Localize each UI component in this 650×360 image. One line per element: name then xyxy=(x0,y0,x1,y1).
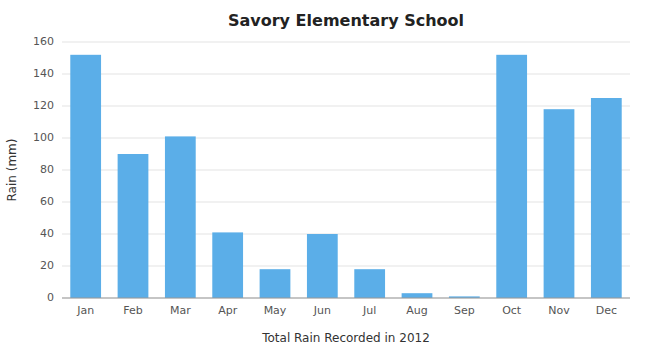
grid-line xyxy=(62,298,630,299)
chart-title: Savory Elementary School xyxy=(228,11,464,30)
x-axis-label: Total Rain Recorded in 2012 xyxy=(261,331,430,345)
y-tick-label: 0 xyxy=(47,291,54,304)
x-tick-label: Jul xyxy=(362,304,376,317)
chart-svg: 020406080100120140160JanFebMarAprMayJunJ… xyxy=(0,0,650,360)
bar xyxy=(307,234,338,298)
bar xyxy=(402,293,433,298)
bar xyxy=(544,109,575,298)
y-axis-label: Rain (mm) xyxy=(5,139,19,202)
y-tick-label: 120 xyxy=(33,99,54,112)
x-tick-label: Sep xyxy=(454,304,475,317)
bar xyxy=(496,55,527,298)
y-tick-label: 80 xyxy=(40,163,54,176)
y-tick-label: 60 xyxy=(40,195,54,208)
x-tick-label: Jun xyxy=(313,304,331,317)
y-tick-label: 100 xyxy=(33,131,54,144)
chart-container: 020406080100120140160JanFebMarAprMayJunJ… xyxy=(0,0,650,360)
bar xyxy=(118,154,149,298)
background xyxy=(0,0,650,360)
grid-line xyxy=(62,106,630,107)
y-tick-label: 20 xyxy=(40,259,54,272)
x-tick-label: Apr xyxy=(218,304,238,317)
x-axis-line xyxy=(62,298,630,299)
bar xyxy=(212,232,243,298)
x-axis: Jan Feb Mar Apr May Jun Jul Aug Sep Oct Nov Dec xyxy=(76,304,617,317)
grid xyxy=(62,42,630,298)
x-tick-label: Nov xyxy=(548,304,570,317)
x-tick-label: Dec xyxy=(596,304,617,317)
x-tick-label: Aug xyxy=(406,304,427,317)
x-tick-label: Oct xyxy=(502,304,522,317)
bar xyxy=(591,98,622,298)
x-tick-label: Mar xyxy=(170,304,191,317)
y-tick-label: 140 xyxy=(33,67,54,80)
grid-line xyxy=(62,74,630,75)
grid-line xyxy=(62,42,630,43)
y-tick-label: 40 xyxy=(40,227,54,240)
bar xyxy=(165,136,196,298)
bars xyxy=(70,55,621,298)
bar xyxy=(354,269,385,298)
x-tick-label: Jan xyxy=(76,304,94,317)
y-tick-label: 160 xyxy=(33,35,54,48)
x-tick-label: Feb xyxy=(123,304,142,317)
x-tick-label: May xyxy=(264,304,287,317)
bar xyxy=(260,269,291,298)
bar xyxy=(70,55,101,298)
y-axis: 0 20 40 60 80 100 120 140 160 xyxy=(33,35,54,304)
